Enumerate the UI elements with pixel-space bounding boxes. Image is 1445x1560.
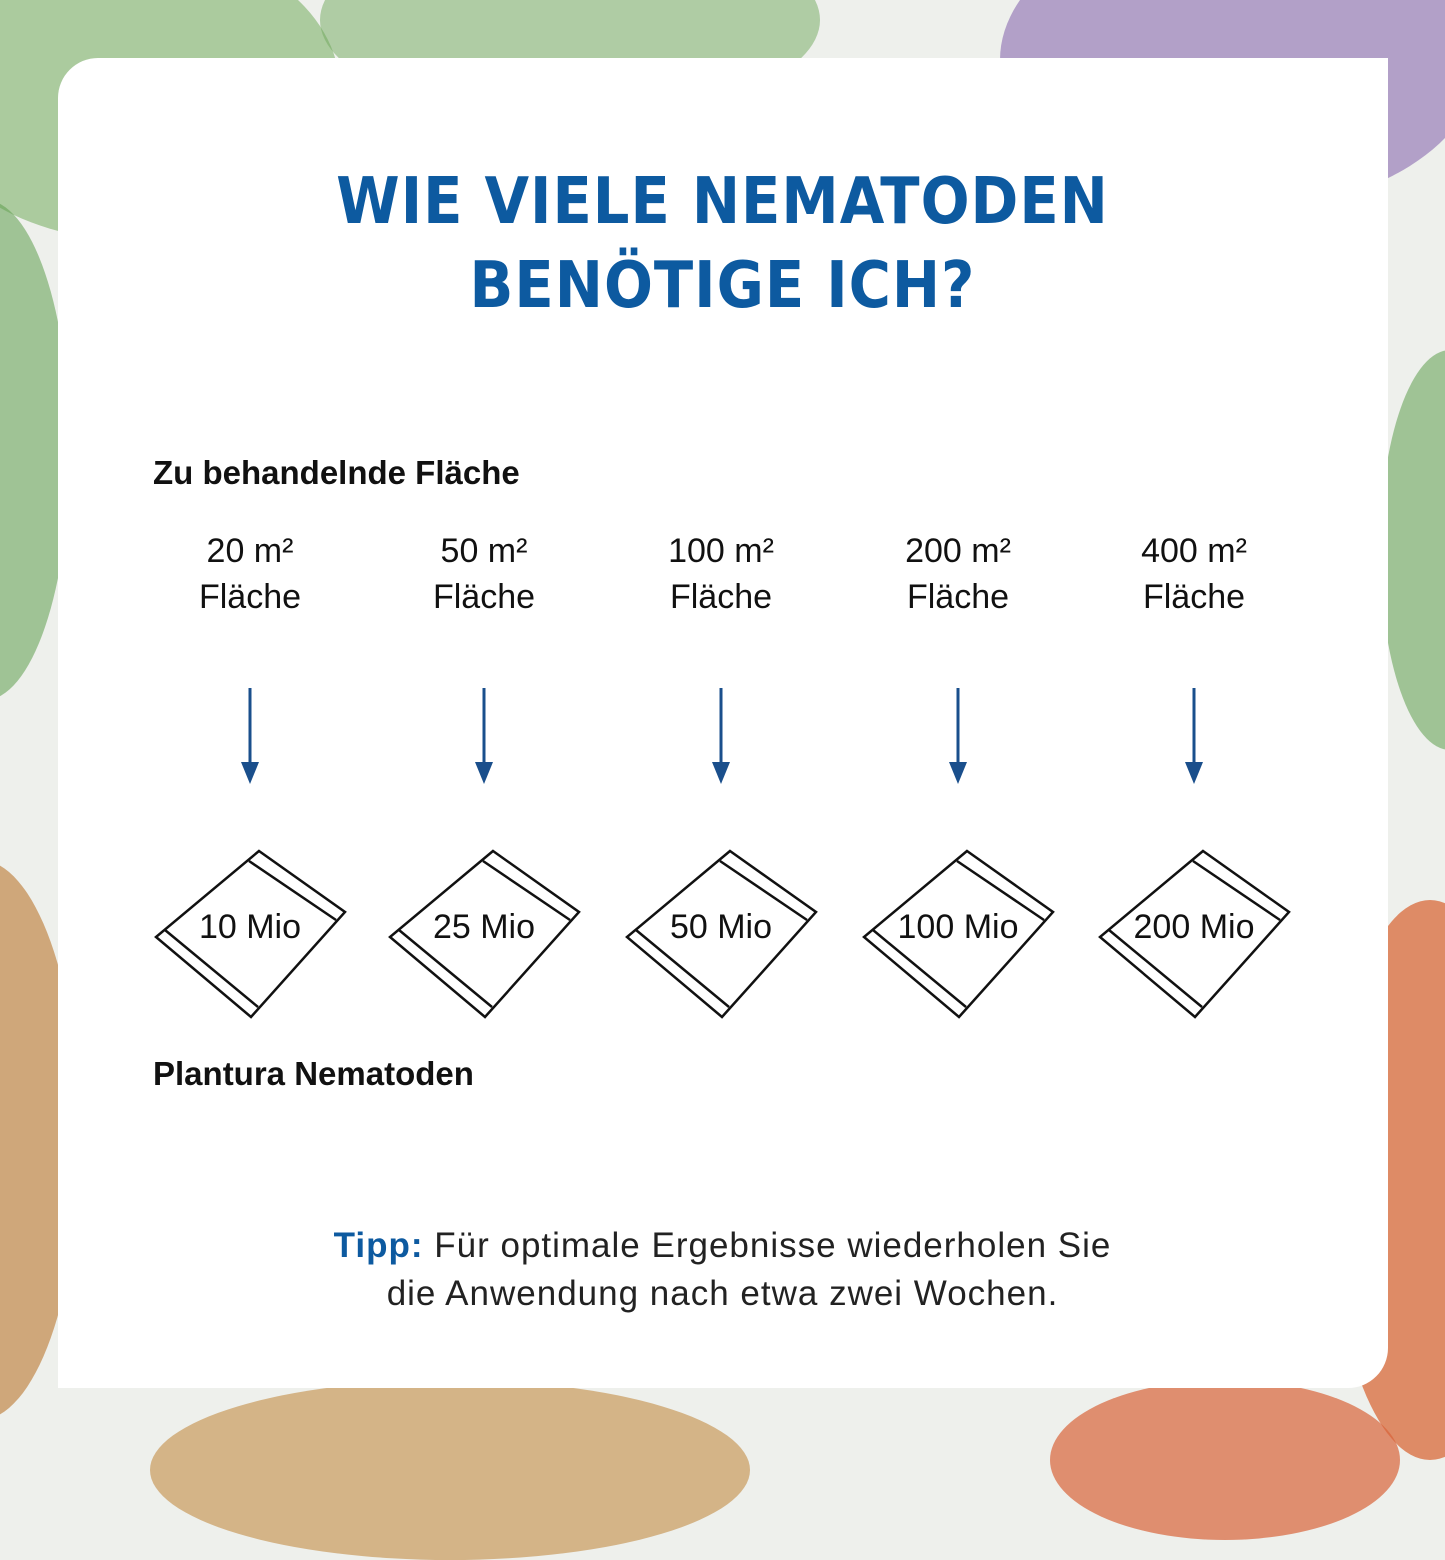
area-unit: Fläche [198,578,302,616]
package-icon [388,849,581,1019]
area-value: 200 m² [905,532,1011,570]
area-value: 100 m² [668,532,774,570]
area-unit: Fläche [669,578,773,616]
info-card [58,58,1388,1388]
area-column: 400 m² Fläche [1074,528,1314,620]
arrow-down-icon [712,688,730,784]
area-column: 50 m² Fläche [364,528,604,620]
area-column: 100 m² Fläche [601,528,841,620]
package-amount: 100 Mio [897,908,1019,946]
tip-label: Tipp: [333,1226,424,1265]
tip-line-1: Für optimale Ergebnisse wiederholen Sie [434,1226,1112,1265]
area-value: 50 m² [440,532,528,570]
package-amount: 10 Mio [198,908,302,946]
arrow-down-icon [475,688,493,784]
package-amount: 25 Mio [432,908,536,946]
package-amount: 200 Mio [1133,908,1255,946]
area-unit: Fläche [432,578,536,616]
arrow-down-icon [1185,688,1203,784]
package-icon [154,849,347,1019]
tip-line-2: die Anwendung nach etwa zwei Wochen. [386,1274,1059,1313]
product-label: Plantura Nematoden [153,1055,474,1092]
arrow-down-icon [241,688,259,784]
area-value: 400 m² [1141,532,1247,570]
area-label: Zu behandelnde Fläche [153,454,520,491]
package-icon [1098,849,1291,1019]
arrow-down-icon [949,688,967,784]
area-column: 20 m² Fläche [130,528,370,620]
page-title: WIE VIELE NEMATODEN BENÖTIGE ICH? [0,160,1445,328]
area-column: 200 m² Fläche [838,528,1078,620]
package-icon [625,849,818,1019]
title-line-2: BENÖTIGE ICH? [469,249,976,323]
package-amount: 50 Mio [669,908,773,946]
title-line-1: WIE VIELE NEMATODEN [336,165,1109,239]
area-unit: Fläche [906,578,1010,616]
diagram-graphics [154,688,1291,1019]
area-unit: Fläche [1142,578,1246,616]
tip-text: Tipp: Für optimale Ergebnisse wiederhole… [0,1222,1445,1318]
area-value: 20 m² [206,532,294,570]
package-icon [862,849,1055,1019]
